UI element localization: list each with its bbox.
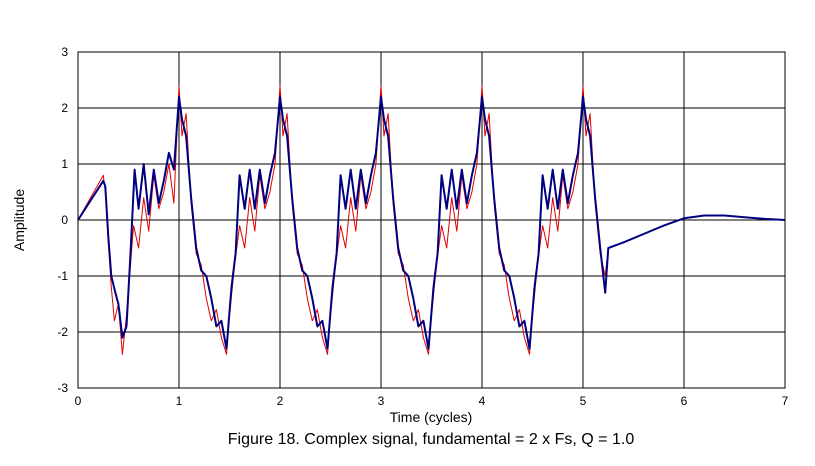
x-tick-label: 1 (176, 394, 183, 408)
x-tick-labels: 0 1 2 3 4 5 6 7 (75, 394, 789, 408)
y-tick-label: -3 (57, 381, 68, 395)
x-tick-label: 7 (782, 394, 789, 408)
y-tick-label: 0 (61, 213, 68, 227)
x-tick-label: 0 (75, 394, 82, 408)
x-tick-label: 4 (479, 394, 486, 408)
y-axis-title: Amplitude (11, 189, 27, 251)
x-tick-label: 3 (378, 394, 385, 408)
series-line-2 (77, 95, 786, 350)
y-tick-label: 2 (61, 101, 68, 115)
x-tick-label: 2 (277, 394, 284, 408)
series-line-1 (77, 85, 609, 355)
y-tick-label: -1 (57, 269, 68, 283)
y-tick-label: 3 (61, 45, 68, 59)
x-axis-title: Time (cycles) (390, 409, 473, 425)
plot-frame (77, 51, 786, 389)
y-tick-labels: -3 -2 -1 0 1 2 3 (57, 45, 68, 395)
x-tick-label: 5 (580, 394, 587, 408)
y-tick-label: 1 (61, 157, 68, 171)
chart-title: Figure 18. Complex signal, fundamental =… (228, 431, 635, 448)
x-tick-label: 6 (681, 394, 688, 408)
series-layer (77, 85, 786, 355)
y-tick-label: -2 (57, 325, 68, 339)
